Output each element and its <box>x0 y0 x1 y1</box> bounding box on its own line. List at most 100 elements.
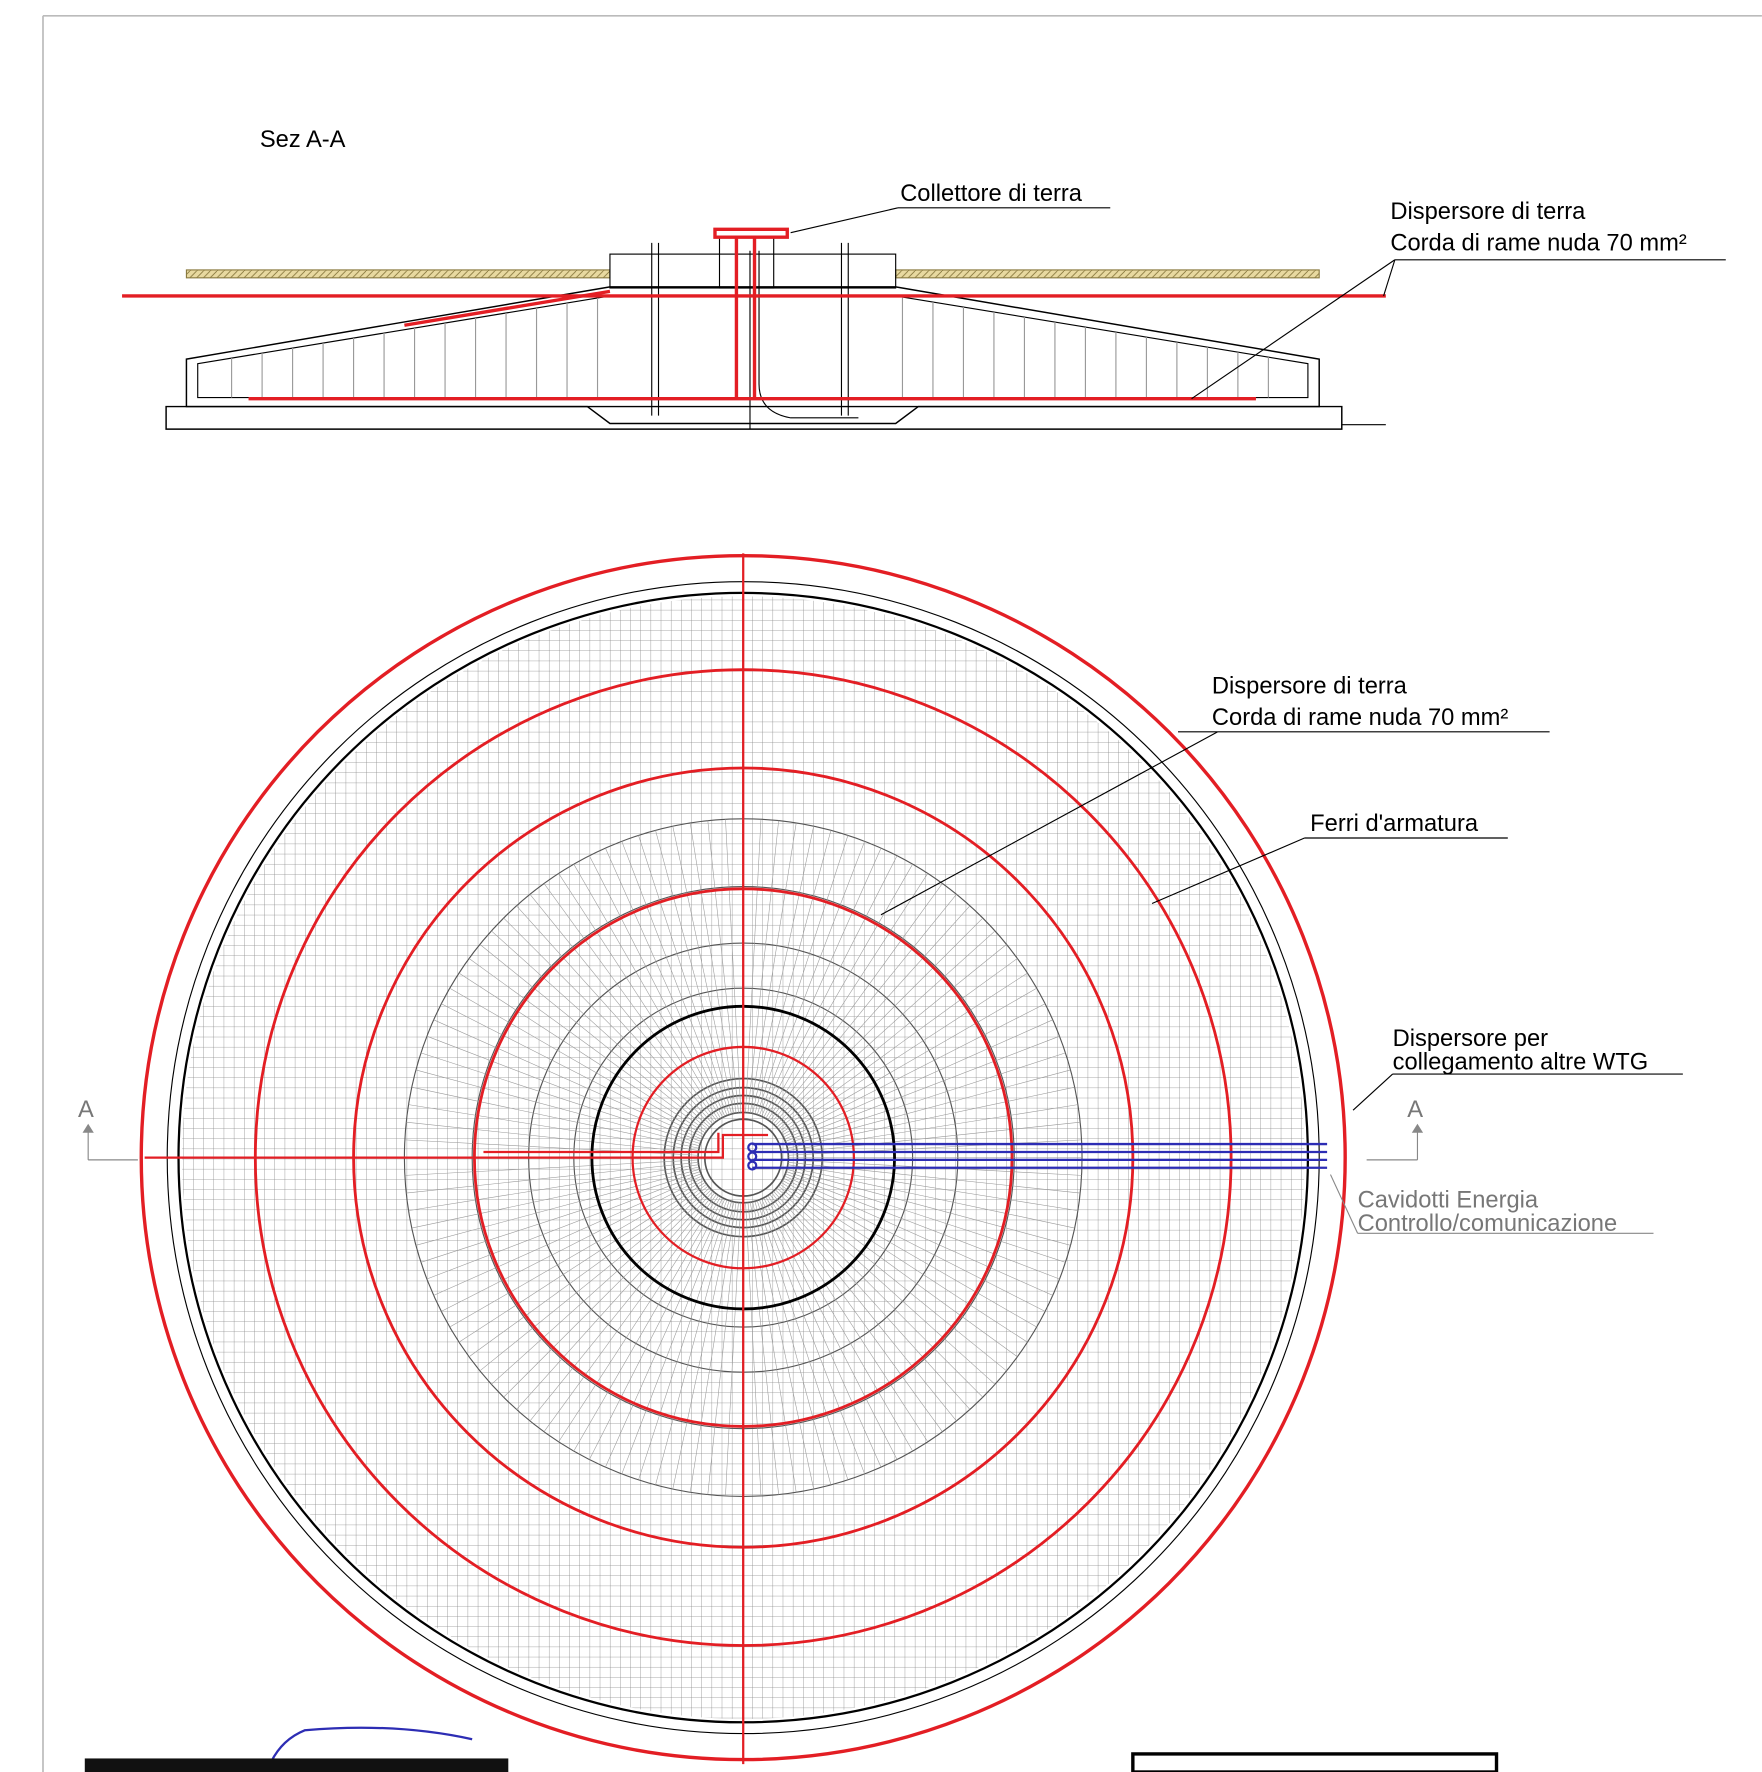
line-work <box>763 855 898 1118</box>
line-work <box>516 1190 714 1410</box>
line-work <box>785 1173 1060 1280</box>
line-work <box>773 1190 971 1410</box>
line-work <box>750 822 797 1114</box>
line-work <box>529 1192 716 1422</box>
line-work <box>771 894 957 1123</box>
line-work <box>784 1175 1053 1296</box>
plan-view <box>82 553 1683 1765</box>
line-work <box>745 819 762 1113</box>
line-work <box>769 1193 943 1432</box>
label: Cavidotti Energia <box>1358 1187 1539 1213</box>
label: collegamento altre WTG <box>1393 1050 1649 1076</box>
section-title: Sez A-A <box>260 127 346 153</box>
line-work <box>406 1162 699 1194</box>
line-work <box>725 1202 742 1496</box>
section-mark: A <box>1407 1097 1423 1123</box>
line-work <box>707 820 739 1113</box>
label: Dispersore per <box>1393 1026 1549 1052</box>
line-work <box>786 1069 1071 1147</box>
line-work <box>754 830 832 1115</box>
stamps <box>84 1726 1499 1772</box>
line-work <box>458 1181 706 1343</box>
line-work <box>782 1179 1037 1328</box>
line-work <box>750 1202 797 1493</box>
section-view <box>122 207 1726 430</box>
line-work <box>756 1200 849 1480</box>
line-work <box>785 1035 1060 1142</box>
line-work <box>788 1121 1081 1154</box>
line-work <box>672 1201 735 1490</box>
line-work <box>767 1195 928 1442</box>
line-work <box>786 1171 1066 1263</box>
line-work <box>655 1201 732 1485</box>
line-work <box>479 1185 709 1372</box>
label: Corda di rame nuda 70 mm² <box>1212 705 1509 731</box>
line-work <box>406 1121 699 1154</box>
line-work <box>754 1201 832 1485</box>
line-work <box>787 1104 1078 1151</box>
line-work <box>780 972 1028 1134</box>
line-work <box>776 930 996 1128</box>
line-work <box>763 1197 898 1460</box>
line-work <box>558 873 719 1120</box>
frame <box>42 14 1762 1772</box>
line-work <box>759 1199 865 1475</box>
line-work <box>433 1019 703 1140</box>
line-work <box>503 1189 712 1398</box>
line-work <box>765 1196 913 1452</box>
line-work <box>769 883 943 1122</box>
line-work <box>503 917 712 1126</box>
line-work <box>621 841 728 1116</box>
line-work <box>779 958 1018 1132</box>
line-work <box>426 1173 702 1280</box>
line-work <box>491 1187 710 1385</box>
line-work <box>747 1202 779 1495</box>
line-work <box>411 1166 700 1229</box>
line-work <box>783 1003 1046 1138</box>
line-work <box>468 958 707 1132</box>
line-work <box>787 1164 1078 1211</box>
line-work <box>411 1086 700 1149</box>
line-work <box>767 873 928 1120</box>
line-work <box>672 826 735 1114</box>
line-work <box>707 1202 739 1495</box>
line-work <box>441 1177 704 1312</box>
label: Dispersore di terra <box>1390 199 1586 225</box>
line-work <box>420 1052 701 1144</box>
line-work <box>771 1192 957 1422</box>
line-work <box>782 987 1037 1136</box>
line-work <box>415 1069 700 1147</box>
line-work <box>786 1052 1066 1144</box>
line-work <box>786 1169 1071 1246</box>
line-work <box>761 1198 882 1468</box>
line-work <box>449 987 705 1136</box>
line-work <box>441 1003 704 1138</box>
line-work <box>778 1185 1007 1372</box>
label: Collettore di terra <box>900 181 1083 207</box>
line-work <box>765 864 913 1119</box>
line-work <box>589 1197 723 1460</box>
line-work <box>458 972 706 1134</box>
line-work <box>784 1019 1053 1140</box>
line-work <box>787 1166 1075 1229</box>
line-work <box>638 835 730 1115</box>
line-work <box>420 1171 701 1263</box>
line-work <box>516 905 714 1125</box>
line-work <box>529 894 716 1123</box>
line-work <box>433 1175 703 1296</box>
line-work <box>449 1179 705 1328</box>
line-work <box>408 1164 699 1211</box>
label: Corda di rame nuda 70 mm² <box>1390 231 1687 257</box>
line-work <box>778 944 1007 1130</box>
line-work <box>605 1198 726 1468</box>
line-work <box>491 930 710 1128</box>
line-work <box>543 883 717 1122</box>
label: Ferri d'armatura <box>1310 811 1479 837</box>
line-work <box>780 1181 1028 1343</box>
line-work <box>761 847 882 1117</box>
line-work <box>689 822 737 1114</box>
line-work <box>745 1202 762 1496</box>
line-work <box>468 1183 707 1357</box>
line-work <box>756 835 849 1115</box>
